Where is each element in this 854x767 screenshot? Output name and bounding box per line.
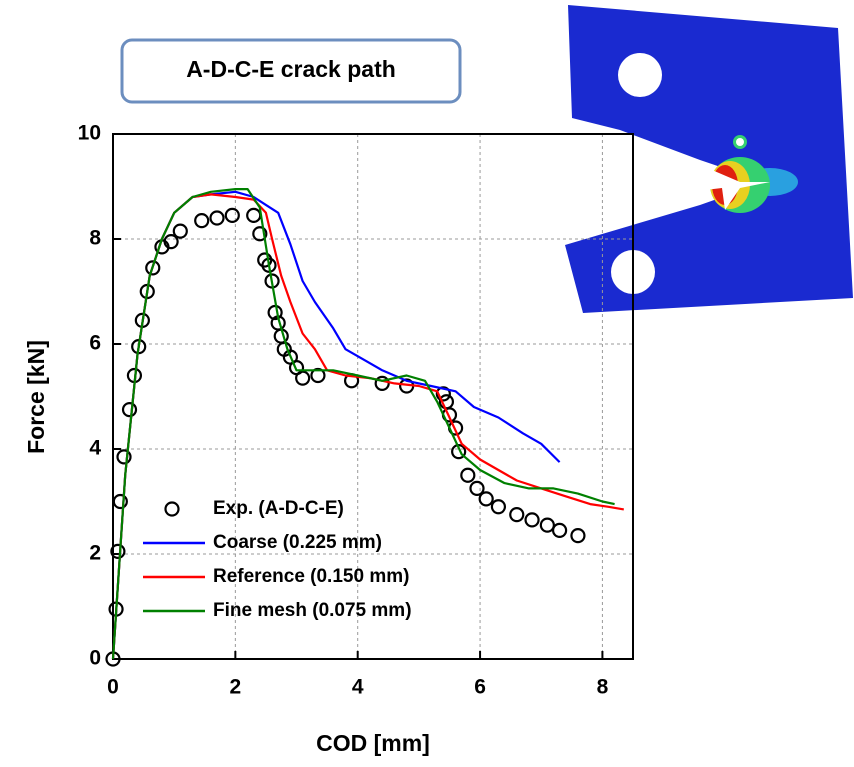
y-tick-label: 0 — [89, 647, 101, 670]
data-point — [492, 500, 505, 513]
data-point — [114, 495, 127, 508]
specimen — [565, 5, 853, 313]
x-tick-label: 0 — [107, 676, 119, 699]
hole — [736, 138, 744, 146]
data-point — [195, 214, 208, 227]
legend-marker — [166, 503, 179, 516]
data-point — [247, 209, 260, 222]
y-tick-label: 4 — [89, 437, 101, 460]
data-point — [526, 513, 539, 526]
hole — [618, 53, 662, 97]
data-point — [461, 469, 474, 482]
legend-label: Coarse (0.225 mm) — [213, 532, 382, 553]
y-tick-label: 2 — [89, 542, 101, 565]
x-axis-label: COD [mm] — [316, 730, 430, 756]
x-tick-label: 2 — [230, 676, 242, 699]
data-point — [571, 529, 584, 542]
series-line — [113, 194, 624, 659]
series-line — [113, 192, 560, 659]
data-point — [211, 212, 224, 225]
data-point — [226, 209, 239, 222]
data-point — [174, 225, 187, 238]
y-tick-label: 6 — [89, 332, 101, 355]
x-tick-label: 8 — [597, 676, 609, 699]
x-tick-label: 4 — [352, 676, 364, 699]
series-line — [113, 189, 615, 659]
legend-label: Reference (0.150 mm) — [213, 566, 409, 587]
y-axis-label: Force [kN] — [23, 340, 49, 454]
data-point — [541, 519, 554, 532]
page: {"chart_data": { "type": "line", "annota… — [0, 0, 854, 767]
data-point — [553, 524, 566, 537]
annotation: A-D-C-E crack path — [186, 56, 396, 82]
data-point — [123, 403, 136, 416]
x-tick-label: 6 — [474, 676, 486, 699]
data-point — [510, 508, 523, 521]
legend-label: Exp. (A-D-C-E) — [213, 498, 344, 519]
y-tick-label: 8 — [89, 227, 101, 250]
data-point — [296, 372, 309, 385]
y-tick-label: 10 — [78, 122, 101, 145]
chart: A-D-C-E crack path COD [mm] Force [kN] 0… — [0, 0, 854, 762]
legend-label: Fine mesh (0.075 mm) — [213, 600, 412, 621]
data-point — [480, 492, 493, 505]
fe-model-inset — [565, 5, 853, 313]
